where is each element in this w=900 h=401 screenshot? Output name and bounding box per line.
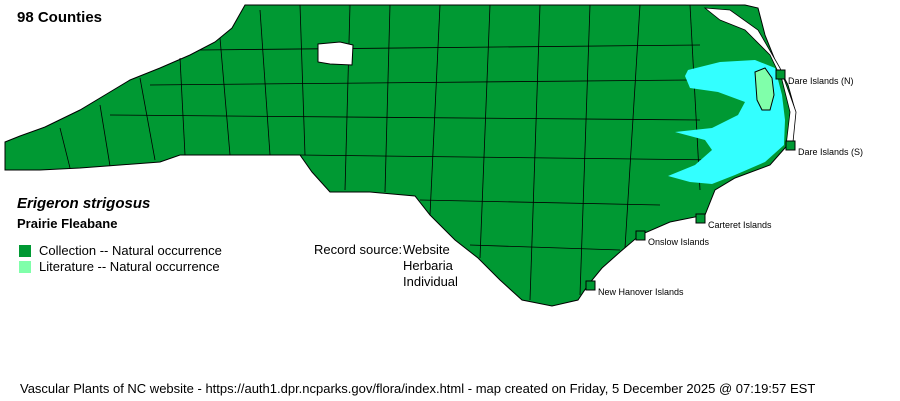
- island-label: Dare Islands (S): [798, 147, 864, 157]
- carteret-islands-marker[interactable]: [695, 213, 706, 224]
- record-source-value: Individual: [403, 274, 458, 289]
- nc-state-shape: [4, 4, 796, 307]
- county-count: 98 Counties: [17, 9, 103, 26]
- scientific-name: Erigeron strigosus: [17, 195, 151, 212]
- county-boundaries: [59, 4, 721, 301]
- island-markers: [585, 69, 796, 291]
- dare-islands-n-marker[interactable]: [775, 69, 786, 80]
- collection-swatch: [19, 244, 31, 257]
- dare-islands-s-marker[interactable]: [785, 140, 796, 151]
- common-name: Prairie Fleabane: [17, 216, 118, 231]
- onslow-islands-marker[interactable]: [635, 230, 646, 241]
- record-source-value: Herbaria: [403, 258, 453, 273]
- island-label: Carteret Islands: [708, 220, 772, 230]
- legend-label: Literature -- Natural occurrence: [39, 259, 220, 274]
- roanoke-island-county: [754, 67, 775, 111]
- record-source-label: Record source:: [314, 242, 403, 257]
- pamlico-albemarle-sound: [668, 60, 785, 184]
- legend-item-collection: Collection -- Natural occurrence: [19, 243, 222, 258]
- new-hanover-islands-marker[interactable]: [585, 280, 596, 291]
- no-record-county: [317, 41, 354, 66]
- island-label: New Hanover Islands: [598, 287, 684, 297]
- literature-swatch: [19, 260, 31, 273]
- footer-credit: Vascular Plants of NC website - https://…: [20, 381, 816, 396]
- legend-label: Collection -- Natural occurrence: [39, 243, 222, 258]
- island-label: Onslow Islands: [648, 237, 710, 247]
- record-source-value: Website: [403, 242, 450, 257]
- island-label: Dare Islands (N): [788, 76, 854, 86]
- legend-item-literature: Literature -- Natural occurrence: [19, 259, 220, 274]
